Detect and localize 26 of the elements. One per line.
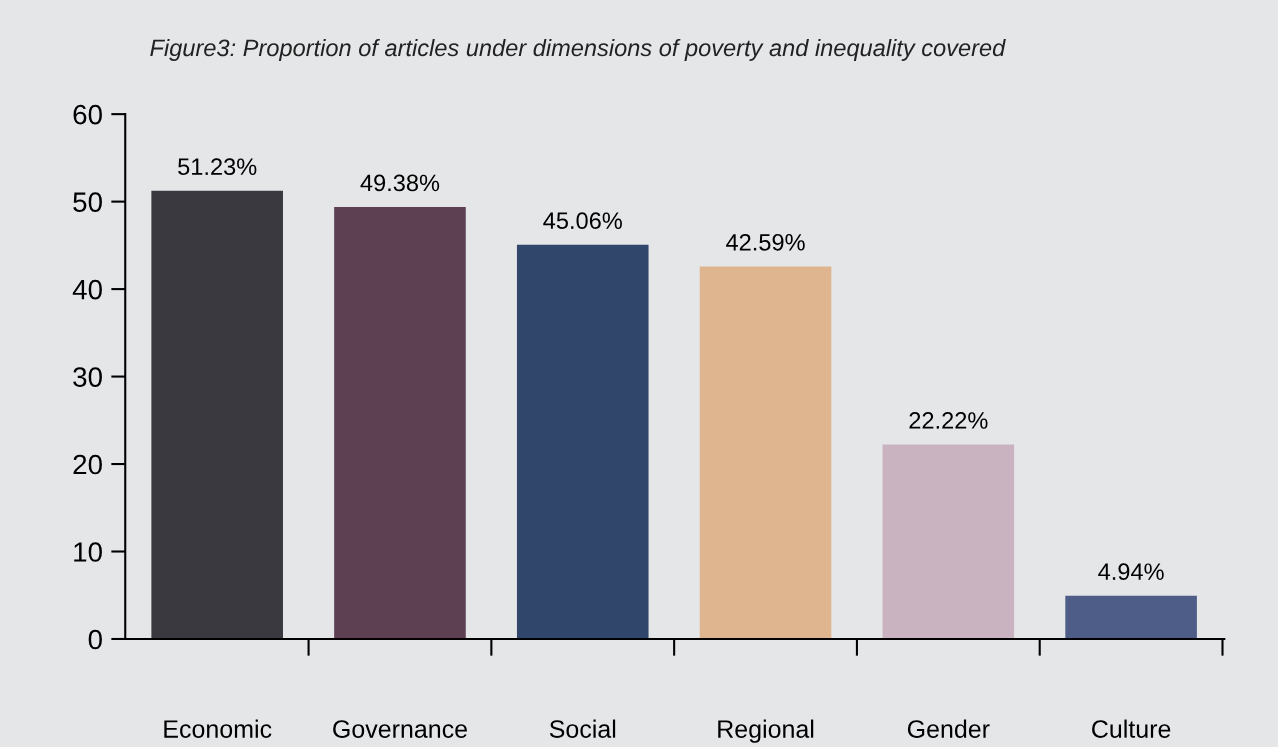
y-tick-label: 50 (73, 192, 102, 212)
bar (699, 266, 832, 639)
y-tick-label: 30 (73, 367, 102, 387)
data-label: 4.94% (1098, 563, 1164, 580)
chart-title: Figure3: Proportion of articles under dimensions of poverty and inequality covered (150, 38, 1006, 61)
y-tick-label: 20 (73, 454, 102, 475)
x-tick-label: Regional (718, 719, 814, 743)
bar (1065, 595, 1197, 639)
y-tick-label: 40 (72, 279, 102, 300)
bar (516, 244, 649, 639)
x-tick-label: Culture (1092, 719, 1171, 738)
y-tick-label: 60 (73, 104, 102, 125)
x-tick-label: Economic (164, 719, 272, 738)
y-tick-label: 10 (74, 542, 102, 562)
data-label: 22.22% (909, 412, 988, 429)
data-label: 49.38% (360, 174, 440, 192)
bar (334, 207, 466, 639)
x-tick-label: Governance (333, 720, 467, 738)
bar (882, 444, 1015, 639)
data-label: 45.06% (543, 212, 622, 230)
bar (151, 190, 283, 639)
data-label: 42.59% (726, 233, 805, 251)
y-tick-label: 0 (88, 629, 102, 650)
x-tick-label: Social (549, 719, 616, 738)
data-label: 51.23% (178, 158, 257, 176)
x-tick-label: Gender (907, 719, 990, 738)
